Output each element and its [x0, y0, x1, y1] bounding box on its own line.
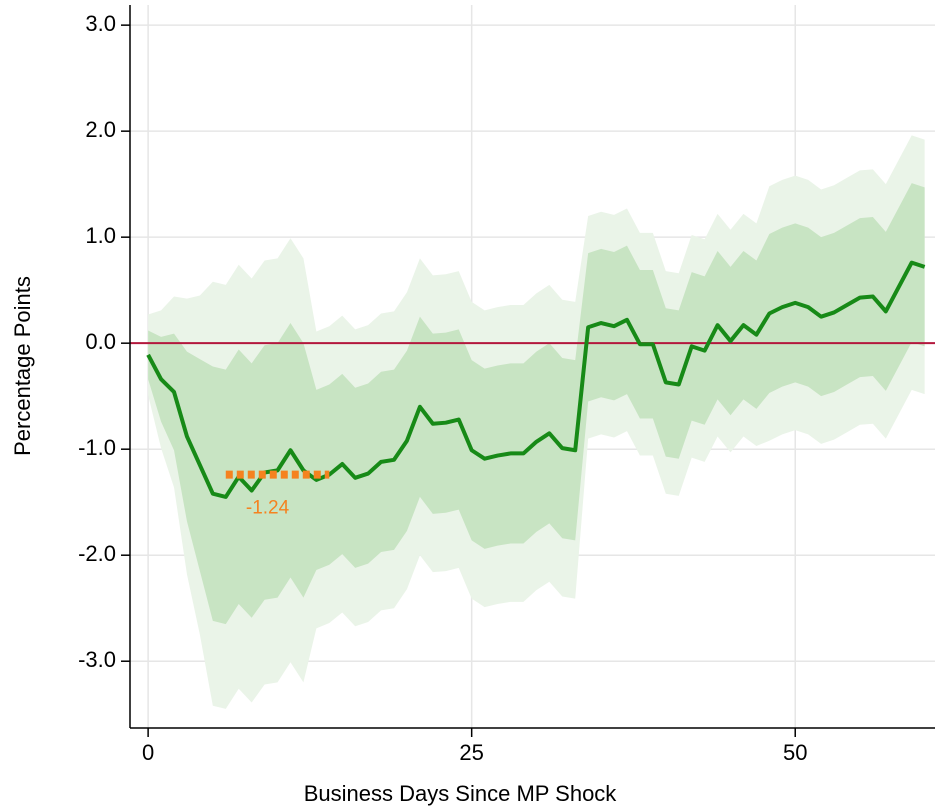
y-tick-label: -3.0 — [78, 647, 116, 672]
y-tick-label: 2.0 — [85, 117, 116, 142]
y-tick-label: 3.0 — [85, 11, 116, 36]
x-tick-label: 0 — [142, 740, 154, 765]
confidence-band — [148, 183, 925, 625]
x-axis-label: Business Days Since MP Shock — [304, 781, 618, 806]
y-tick-label: -2.0 — [78, 541, 116, 566]
x-tick-label: 25 — [459, 740, 483, 765]
x-tick-label: 50 — [783, 740, 807, 765]
y-tick-label: 0.0 — [85, 329, 116, 354]
y-axis-label: Percentage Points — [10, 276, 35, 456]
annotation-label: -1.24 — [246, 498, 290, 519]
line — [146, 260, 926, 499]
y-tick-label: -1.0 — [78, 435, 116, 460]
y-tick-label: 1.0 — [85, 223, 116, 248]
